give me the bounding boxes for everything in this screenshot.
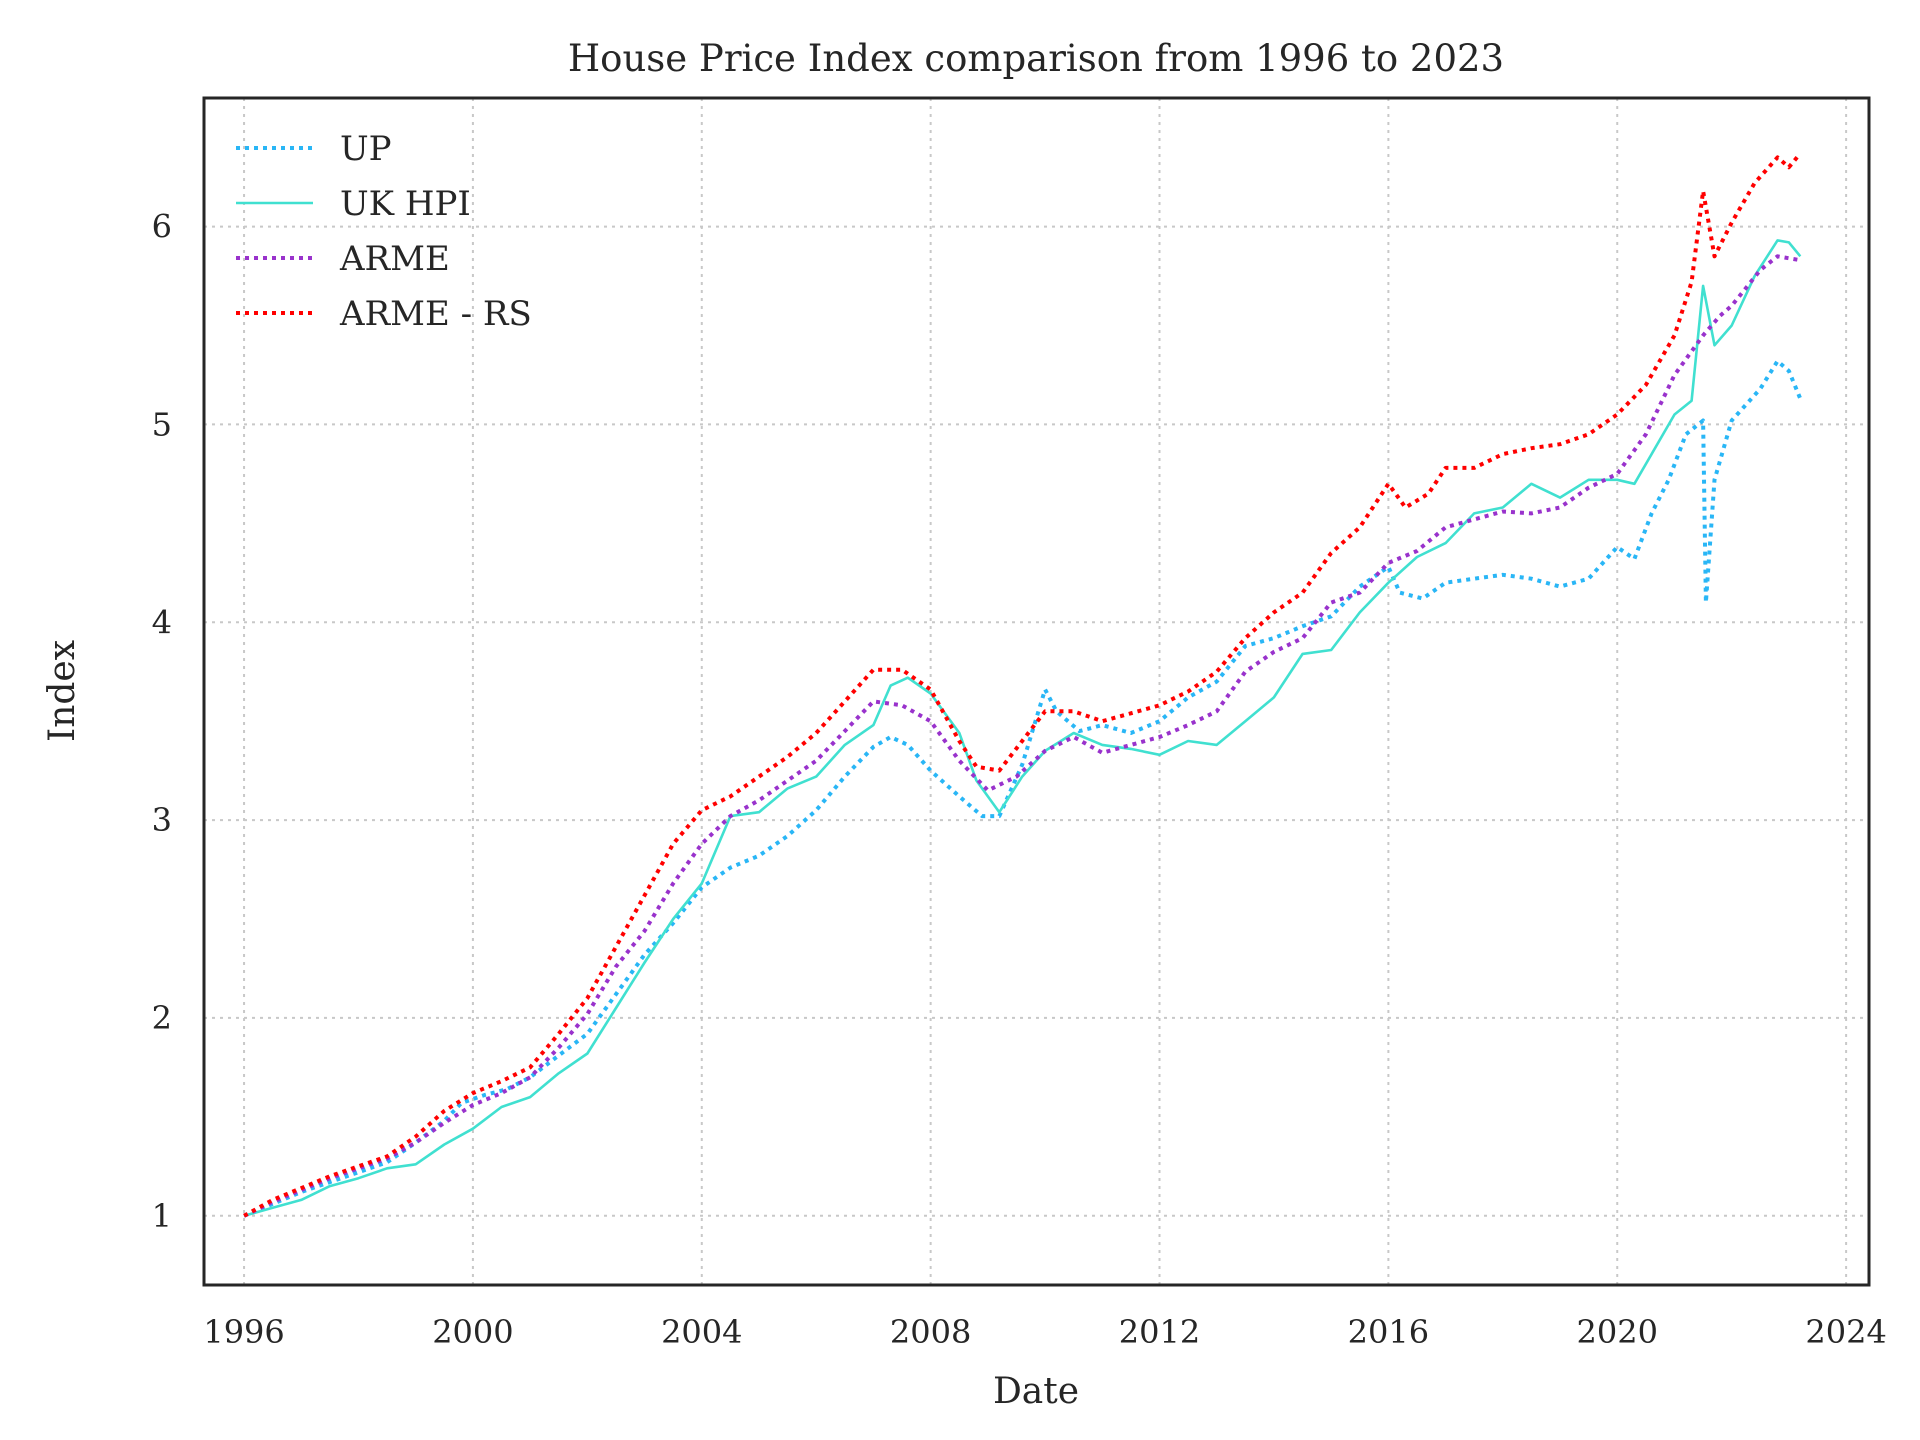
- y-tick-label: 5: [152, 405, 172, 443]
- legend-label: UK HPI: [340, 184, 471, 224]
- legend-label: ARME - RS: [339, 294, 532, 334]
- x-tick-label: 1996: [203, 1313, 284, 1351]
- y-tick-labels: 1 2 3 4 5 6: [152, 208, 172, 1235]
- y-tick-label: 3: [152, 801, 172, 839]
- legend-label: UP: [340, 129, 392, 169]
- y-axis-title: Index: [42, 640, 83, 742]
- x-tick-label: 2004: [661, 1313, 742, 1351]
- y-tick-label: 1: [152, 1197, 172, 1235]
- x-tick-label: 2012: [1119, 1313, 1200, 1351]
- series-line-arme: [243, 254, 1801, 1218]
- series-line-up: [243, 359, 1803, 1218]
- legend: UP UK HPI ARME ARME - RS: [236, 129, 532, 334]
- y-tick-label: 2: [152, 999, 172, 1037]
- x-tick-label: 2020: [1577, 1313, 1658, 1351]
- plot-frame: [202, 96, 1871, 1287]
- y-tick-label: 4: [152, 603, 172, 641]
- chart-title: House Price Index comparison from 1996 t…: [568, 37, 1504, 80]
- x-tick-label: 2024: [1805, 1313, 1886, 1351]
- x-tick-label: 2008: [890, 1313, 971, 1351]
- series-line-arme-rs: [243, 152, 1802, 1218]
- series-layer: [243, 152, 1803, 1218]
- x-tick-label: 2000: [432, 1313, 513, 1351]
- x-tick-label: 2016: [1348, 1313, 1429, 1351]
- x-tick-labels: 1996 2000 2004 2008 2012 2016 2020 2024: [203, 1313, 1886, 1351]
- legend-label: ARME: [339, 239, 450, 279]
- grid: [204, 98, 1869, 1285]
- y-tick-label: 6: [152, 208, 172, 246]
- x-axis-title: Date: [993, 1371, 1079, 1412]
